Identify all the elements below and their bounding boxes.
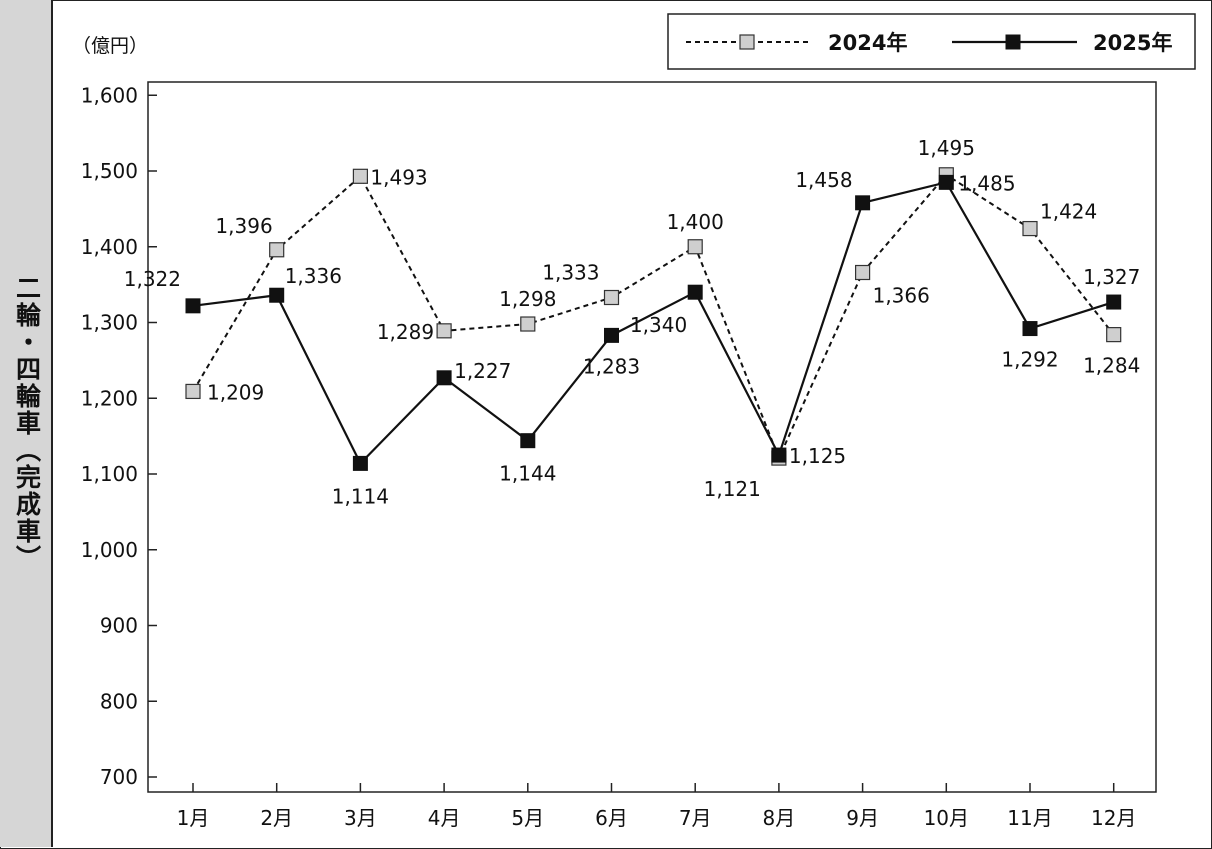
marker-2024 bbox=[520, 316, 536, 332]
data-label-2024: 1,495 bbox=[918, 136, 975, 160]
marker-2025 bbox=[687, 284, 703, 300]
unit-label: （億円） bbox=[72, 35, 148, 57]
data-label-2025: 1,322 bbox=[124, 267, 181, 291]
marker-2025 bbox=[604, 327, 619, 343]
data-label-2024: 1,366 bbox=[873, 284, 930, 308]
series-line-2025 bbox=[192, 181, 1115, 466]
marker-2025 bbox=[436, 370, 452, 386]
data-label-2025: 1,292 bbox=[1001, 348, 1058, 372]
marker-2025 bbox=[938, 174, 954, 190]
legend-label-2024: 2024年 bbox=[828, 31, 907, 55]
y-tick-label: 1,000 bbox=[81, 538, 138, 562]
marker-2024 bbox=[1022, 220, 1038, 237]
x-tick-label: 1月 bbox=[177, 806, 210, 830]
y-tick-label: 900 bbox=[100, 614, 138, 638]
legend: 2024年 2025年 bbox=[667, 13, 1196, 70]
x-tick-label: 6月 bbox=[595, 806, 628, 830]
data-label-2024: 1,209 bbox=[207, 380, 264, 404]
data-label-2024: 1,400 bbox=[667, 210, 724, 234]
y-tick-label: 1,100 bbox=[81, 462, 138, 486]
data-label-2024: 1,298 bbox=[499, 287, 556, 311]
marker-2024 bbox=[603, 289, 620, 306]
y-tick-label: 1,500 bbox=[81, 159, 138, 183]
y-tick-label: 1,200 bbox=[81, 386, 138, 410]
marker-2024 bbox=[185, 383, 201, 400]
data-label-2024: 1,424 bbox=[1040, 200, 1097, 224]
data-label-2025: 1,327 bbox=[1083, 265, 1140, 289]
data-label-2025: 1,485 bbox=[958, 171, 1015, 195]
x-tick-label: 11月 bbox=[1007, 806, 1052, 830]
data-label-2025: 1,114 bbox=[332, 484, 389, 508]
data-label-2025: 1,125 bbox=[789, 444, 846, 468]
x-tick-label: 4月 bbox=[428, 806, 461, 830]
y-tick-label: 1,300 bbox=[81, 311, 138, 335]
x-tick-label: 8月 bbox=[763, 806, 796, 830]
marker-2025 bbox=[185, 298, 201, 314]
marker-2024 bbox=[854, 264, 871, 281]
marker-2025 bbox=[1106, 294, 1122, 310]
marker-2024 bbox=[1106, 327, 1122, 343]
marker-2024 bbox=[436, 323, 452, 339]
marker-2025 bbox=[1022, 321, 1038, 337]
marker-2024 bbox=[352, 168, 368, 184]
x-tick-label: 9月 bbox=[846, 806, 879, 830]
y-tick-label: 1,600 bbox=[81, 83, 138, 107]
side-label: 二輪・四輪車（完成車） bbox=[12, 275, 42, 572]
legend-marker-2024 bbox=[739, 34, 755, 50]
data-label-2024: 1,396 bbox=[215, 214, 272, 238]
axes: （億円）7008009001,0001,1001,2001,3001,4001,… bbox=[72, 35, 1157, 830]
marker-2024 bbox=[269, 242, 285, 258]
data-label-2025: 1,458 bbox=[795, 168, 852, 192]
x-tick-label: 7月 bbox=[679, 806, 712, 830]
data-label-2025: 1,283 bbox=[583, 354, 640, 378]
data-label-2025: 1,227 bbox=[454, 359, 511, 383]
data-label-2025: 1,144 bbox=[499, 462, 556, 486]
marker-2025 bbox=[771, 447, 787, 463]
side-panel bbox=[0, 0, 53, 847]
marker-2025 bbox=[269, 287, 285, 303]
y-tick-label: 700 bbox=[100, 765, 138, 789]
series-layer bbox=[185, 167, 1122, 471]
data-label-2024: 1,289 bbox=[377, 320, 434, 344]
x-tick-label: 12月 bbox=[1091, 806, 1136, 830]
y-tick-label: 800 bbox=[100, 689, 138, 713]
marker-2024 bbox=[687, 239, 703, 255]
data-label-2024: 1,284 bbox=[1083, 354, 1140, 378]
marker-2025 bbox=[352, 455, 368, 471]
x-tick-label: 3月 bbox=[344, 806, 377, 830]
data-label-2025: 1,336 bbox=[285, 264, 342, 288]
legend-box bbox=[667, 13, 1196, 70]
x-tick-label: 10月 bbox=[924, 806, 969, 830]
data-label-2025: 1,340 bbox=[630, 313, 687, 337]
data-label-2024: 1,333 bbox=[542, 261, 599, 285]
plot-area bbox=[147, 81, 1157, 793]
y-tick-label: 1,400 bbox=[81, 235, 138, 259]
legend-label-2025: 2025年 bbox=[1093, 31, 1172, 55]
series-line-2024 bbox=[192, 173, 1115, 461]
data-label-2024: 1,493 bbox=[370, 165, 427, 189]
x-tick-label: 5月 bbox=[511, 806, 544, 830]
data-label-2024: 1,121 bbox=[704, 477, 761, 501]
legend-marker-2025 bbox=[1005, 34, 1021, 50]
marker-2025 bbox=[520, 433, 536, 449]
marker-2025 bbox=[855, 195, 871, 211]
side-label-container: 二輪・四輪車（完成車） bbox=[0, 0, 53, 847]
x-tick-label: 2月 bbox=[260, 806, 293, 830]
